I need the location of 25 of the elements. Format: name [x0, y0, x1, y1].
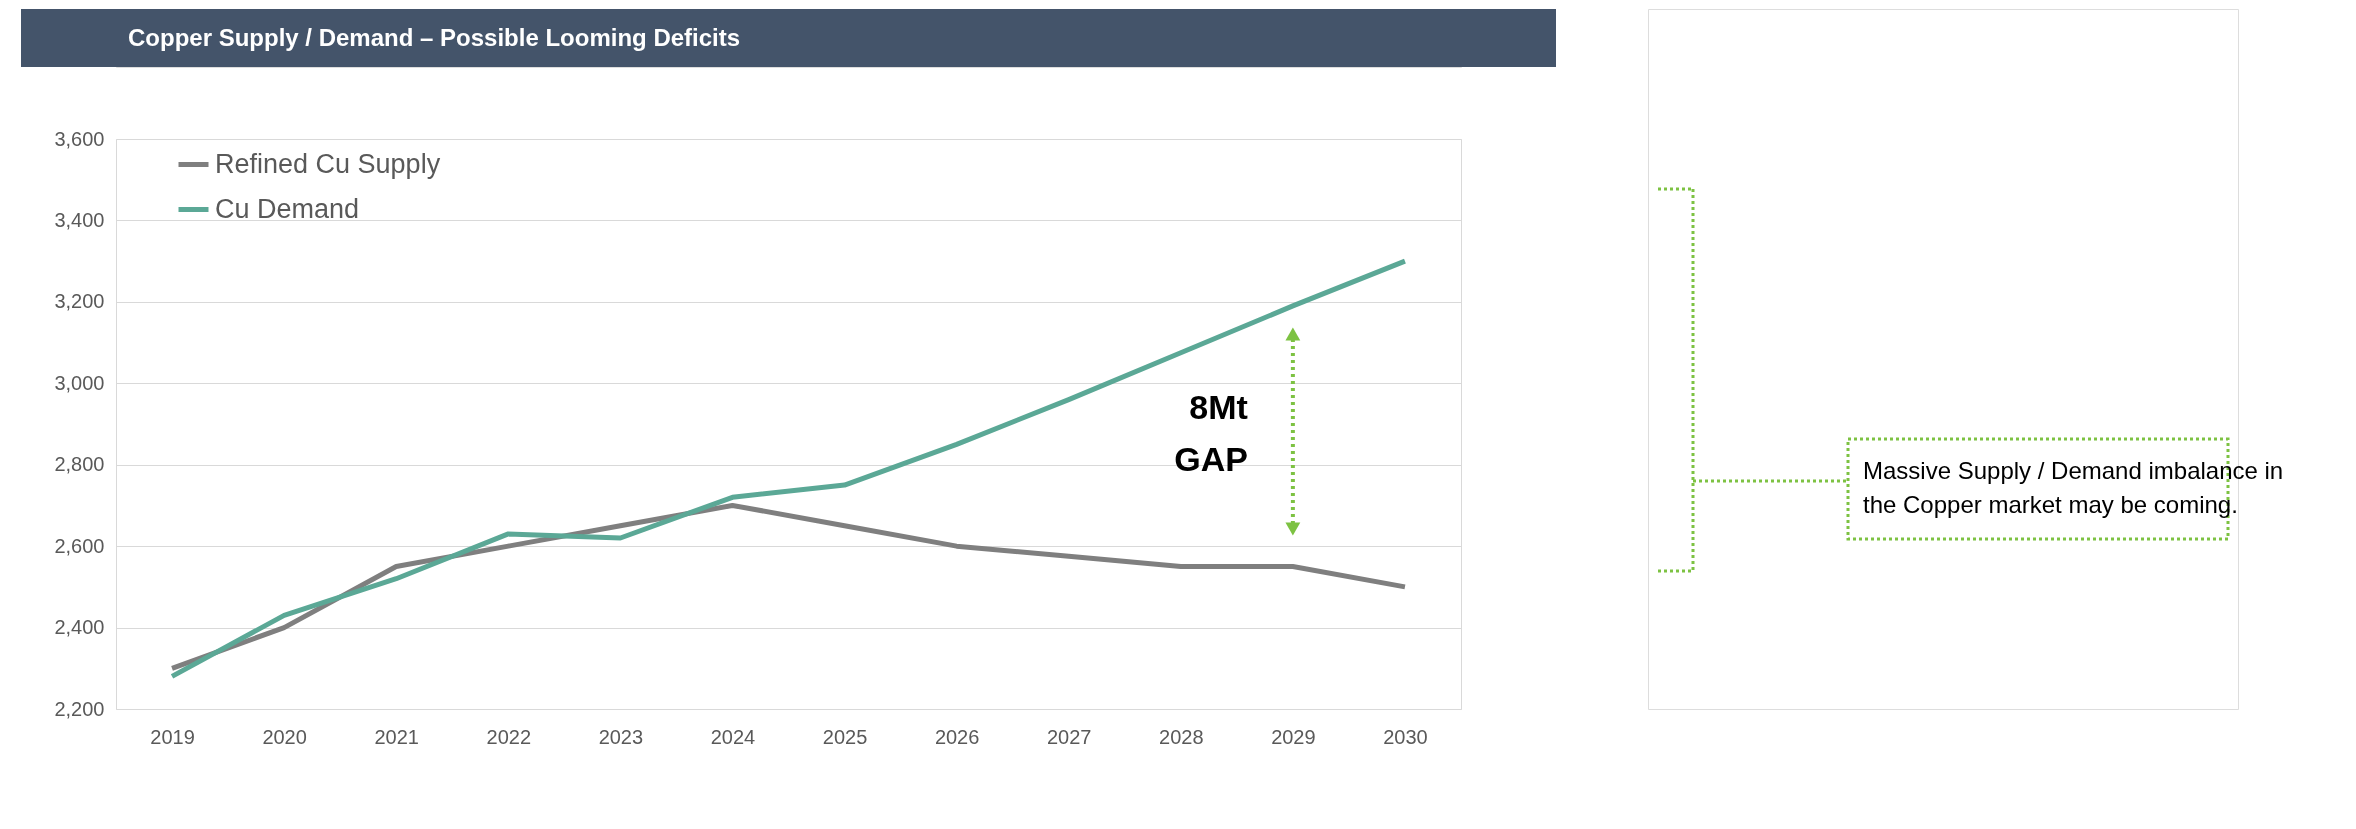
y-tick-label: 3,000 — [54, 371, 105, 394]
y-tick-label: 3,600 — [54, 127, 105, 150]
x-tick-label: 2022 — [486, 725, 532, 748]
legend-label: Refined Cu Supply — [215, 148, 441, 179]
y-tick-label: 3,400 — [54, 208, 105, 231]
x-tick-label: 2026 — [934, 725, 980, 748]
y-tick-label: 2,600 — [54, 534, 105, 557]
x-tick-label: 2020 — [262, 725, 307, 748]
chart-title: Copper Supply / Demand – Possible Looming Deficits — [128, 24, 741, 51]
x-tick-label: 2027 — [1046, 725, 1092, 748]
annotation: 8Mt GAP — [1174, 388, 1248, 478]
x-tick-label: 2025 — [822, 725, 868, 748]
y-tick-label: 2,400 — [54, 616, 105, 639]
y-tick-label: 2,200 — [54, 697, 105, 720]
y-tick-label: 3,200 — [54, 290, 105, 313]
x-tick-label: 2024 — [710, 725, 756, 748]
x-tick-label: 2019 — [150, 725, 195, 748]
text: Massive Supply / Demand imbalance in the Copper market may be coming. — [1863, 457, 2284, 518]
x-tick-label: 2029 — [1271, 725, 1316, 748]
x-tick-label: 2021 — [374, 725, 419, 748]
x-tick-label: 2023 — [598, 725, 644, 748]
x-tick-label: 2028 — [1159, 725, 1204, 748]
x-tick-label: 2030 — [1383, 725, 1428, 748]
legend-label: Cu Demand — [215, 193, 360, 224]
y-tick-label: 2,800 — [54, 453, 105, 476]
